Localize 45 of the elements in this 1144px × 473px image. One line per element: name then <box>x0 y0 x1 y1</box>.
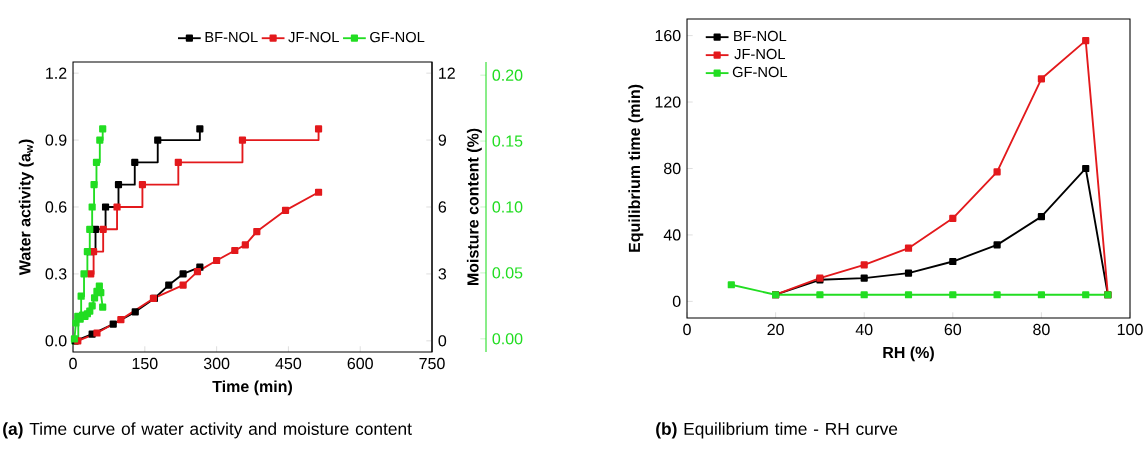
x-axis-title: Time (min) <box>212 380 293 396</box>
y2-tick-label: 0 <box>438 335 447 347</box>
y2-tick-label: 12 <box>439 67 455 79</box>
y-tick-label: 80 <box>664 162 681 175</box>
y3-tick-label: 0.00 <box>492 333 523 345</box>
y-tick-label: 0.0 <box>45 335 67 347</box>
x-tick-label: 60 <box>944 323 962 336</box>
y2-tick-label: 9 <box>438 134 447 146</box>
x-tick-label: 0 <box>683 323 691 336</box>
x-tick-label: 20 <box>767 323 784 336</box>
y-tick-label: 120 <box>655 96 681 108</box>
x-tick-label: 750 <box>419 357 445 370</box>
y-tick-label: 0.6 <box>45 201 67 213</box>
y-tick-label: 0 <box>672 295 681 308</box>
legend-label: BF-NOL <box>734 30 787 42</box>
legend-label: GF-NOL <box>370 31 425 43</box>
y-tick-label: 0.9 <box>45 134 67 146</box>
y-tick-label: 0.3 <box>45 268 67 280</box>
y3-tick-label: 0.20 <box>492 69 523 81</box>
y2-tick-label: 3 <box>438 268 447 280</box>
text: (b) Equilibrium time - RH curve <box>656 422 898 439</box>
x-tick-label: 100 <box>1117 323 1143 336</box>
y3-tick-label: 0.10 <box>492 201 523 213</box>
x-tick-label: 450 <box>275 357 302 370</box>
legend-label: GF-NOL <box>732 66 788 78</box>
text: (a) Time curve of water activity and moisture content <box>3 422 412 439</box>
x-tick-label: 80 <box>1033 323 1050 336</box>
x-tick-label: 300 <box>203 357 230 370</box>
y-axis-title: Water activity (a$_{w}$) <box>18 139 34 276</box>
y-tick-label: 1.2 <box>46 67 67 79</box>
x-tick-label: 150 <box>132 357 158 370</box>
x-tick-label: 40 <box>855 323 873 336</box>
legend-label: JF-NOL <box>734 48 786 60</box>
x-tick-label: 0 <box>69 357 77 370</box>
y2-tick-label: 6 <box>438 201 447 213</box>
y-axis-title: Equilibrium time (min) <box>628 84 644 252</box>
x-tick-label: 600 <box>347 357 373 370</box>
legend-label: JF-NOL <box>288 31 339 43</box>
x-axis-title: RH (%) <box>883 346 934 362</box>
y3-tick-label: 0.05 <box>492 267 523 279</box>
y2-axis-title: Moisture content (%) <box>466 128 482 286</box>
y3-tick-label: 0.15 <box>492 135 523 147</box>
legend-label: BF-NOL <box>205 31 258 43</box>
y-tick-label: 40 <box>663 229 681 241</box>
y-tick-label: 160 <box>655 29 681 42</box>
